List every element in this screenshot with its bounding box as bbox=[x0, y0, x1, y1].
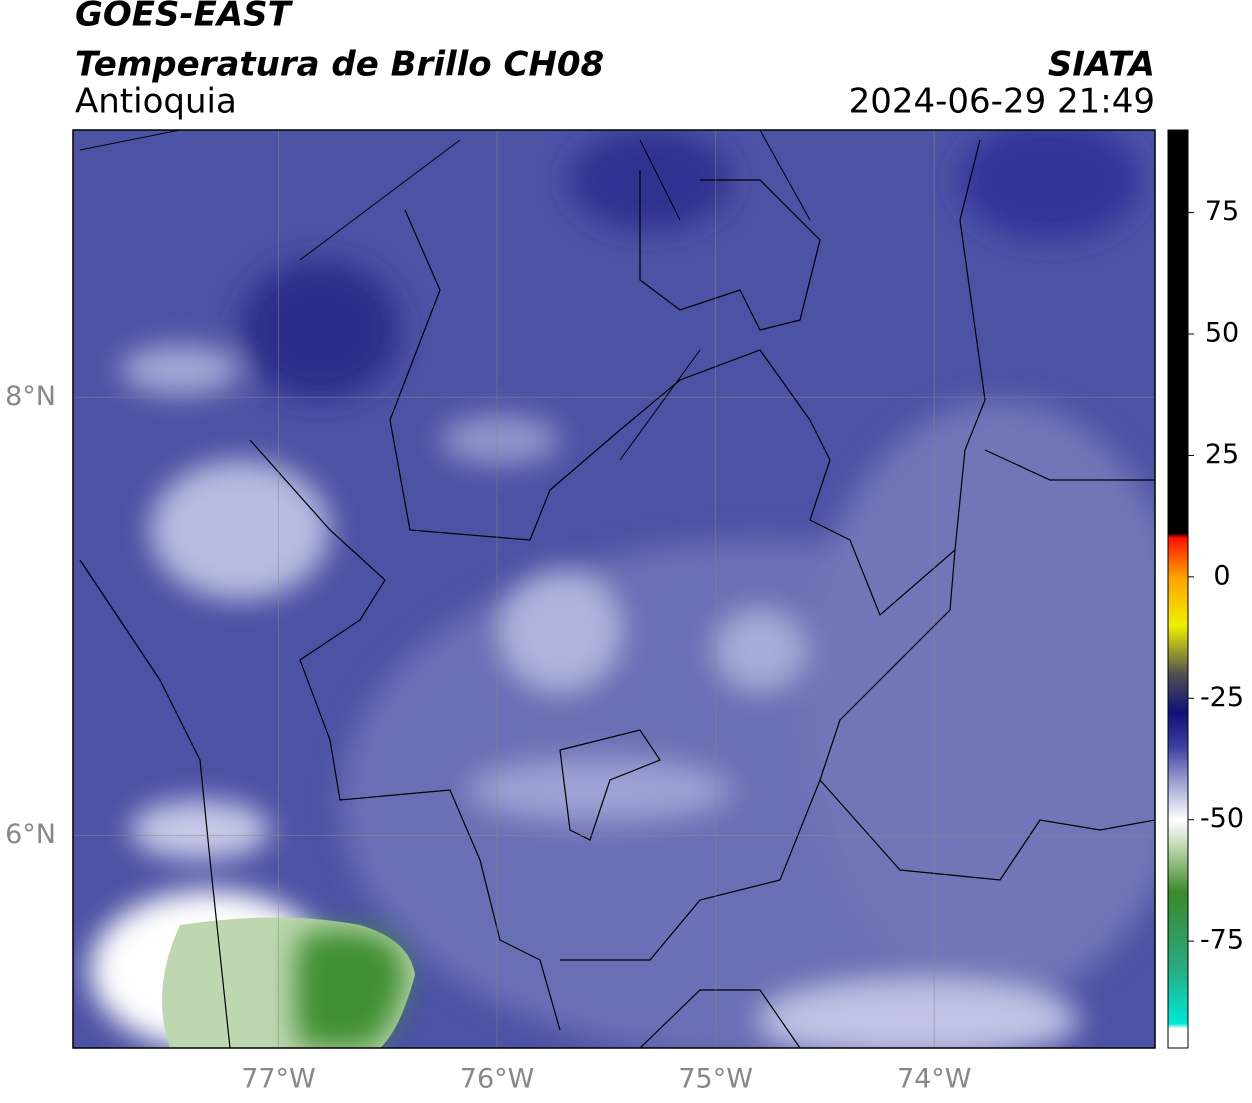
x-tick-label: 74°W bbox=[897, 1064, 972, 1095]
title: GOES-EAST bbox=[75, 0, 294, 35]
x-tick-label: 77°W bbox=[241, 1064, 316, 1095]
colorbar-tick-label: -75 bbox=[1200, 925, 1244, 956]
satellite-image bbox=[73, 130, 1155, 1048]
source: SIATA bbox=[1048, 45, 1155, 85]
map-frame bbox=[72, 129, 1156, 1049]
x-tick-label: 75°W bbox=[678, 1064, 753, 1095]
colorbar-tick-label: 50 bbox=[1205, 318, 1239, 349]
region: Antioquia bbox=[75, 82, 237, 122]
colorbar-tick-label: -25 bbox=[1200, 682, 1244, 713]
y-tick-label: 8°N bbox=[5, 381, 56, 412]
colorbar-tick-label: 75 bbox=[1205, 196, 1239, 227]
colorbar-tick-label: -50 bbox=[1200, 803, 1244, 834]
colorbar-tick-label: 0 bbox=[1213, 560, 1230, 591]
subtitle: Temperatura de Brillo CH08 bbox=[75, 45, 604, 85]
x-tick-label: 76°W bbox=[460, 1064, 535, 1095]
timestamp: 2024-06-29 21:49 bbox=[849, 82, 1155, 122]
y-tick-label: 6°N bbox=[5, 819, 56, 850]
colorbar bbox=[1167, 129, 1189, 1049]
colorbar-tick-label: 25 bbox=[1205, 439, 1239, 470]
